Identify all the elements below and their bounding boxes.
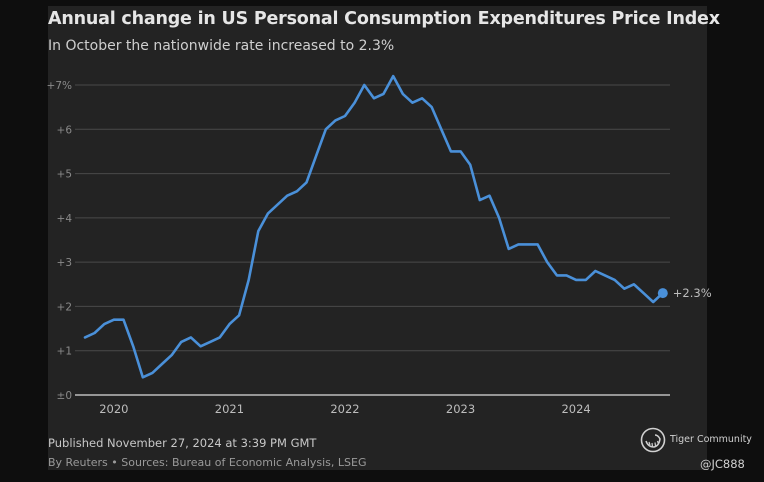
chart-title: Annual change in US Personal Consumption… <box>48 9 720 29</box>
x-tick-label: 2021 <box>215 402 244 416</box>
x-tick-label: 2023 <box>446 402 475 416</box>
y-tick-label: ±0 <box>57 390 72 402</box>
watermark-handle: @JC888 <box>700 457 745 471</box>
tiger-logo-icon <box>640 427 666 453</box>
series-layer: +2.3% <box>83 74 712 379</box>
y-tick-label: +3 <box>57 257 72 269</box>
y-tick-label: +7% <box>47 80 72 92</box>
y-tick-label: +5 <box>57 169 72 181</box>
source-credit: By Reuters • Sources: Bureau of Economic… <box>48 456 367 469</box>
published-date: Published November 27, 2024 at 3:39 PM G… <box>48 436 317 450</box>
chart-panel <box>48 6 707 470</box>
end-point-marker <box>657 288 668 299</box>
watermark-brand: Tiger Community <box>670 434 752 445</box>
x-tick-label: 2020 <box>99 402 128 416</box>
chart-subtitle: In October the nationwide rate increased… <box>48 38 395 54</box>
x-axis-ticks: 2020 2021 2022 2023 2024 <box>99 402 591 416</box>
series-line <box>83 74 665 379</box>
x-tick-label: 2022 <box>330 402 359 416</box>
y-tick-label: +2 <box>57 301 72 313</box>
x-tick-label: 2024 <box>561 402 590 416</box>
gridlines <box>75 84 670 396</box>
y-tick-label: +1 <box>57 346 72 358</box>
y-tick-label: +4 <box>57 213 73 225</box>
y-axis-ticks: ±0 +1 +2 +3 +4 +5 +6 +7% <box>47 80 73 402</box>
y-tick-label: +6 <box>57 124 73 136</box>
end-value-label: +2.3% <box>673 286 712 300</box>
